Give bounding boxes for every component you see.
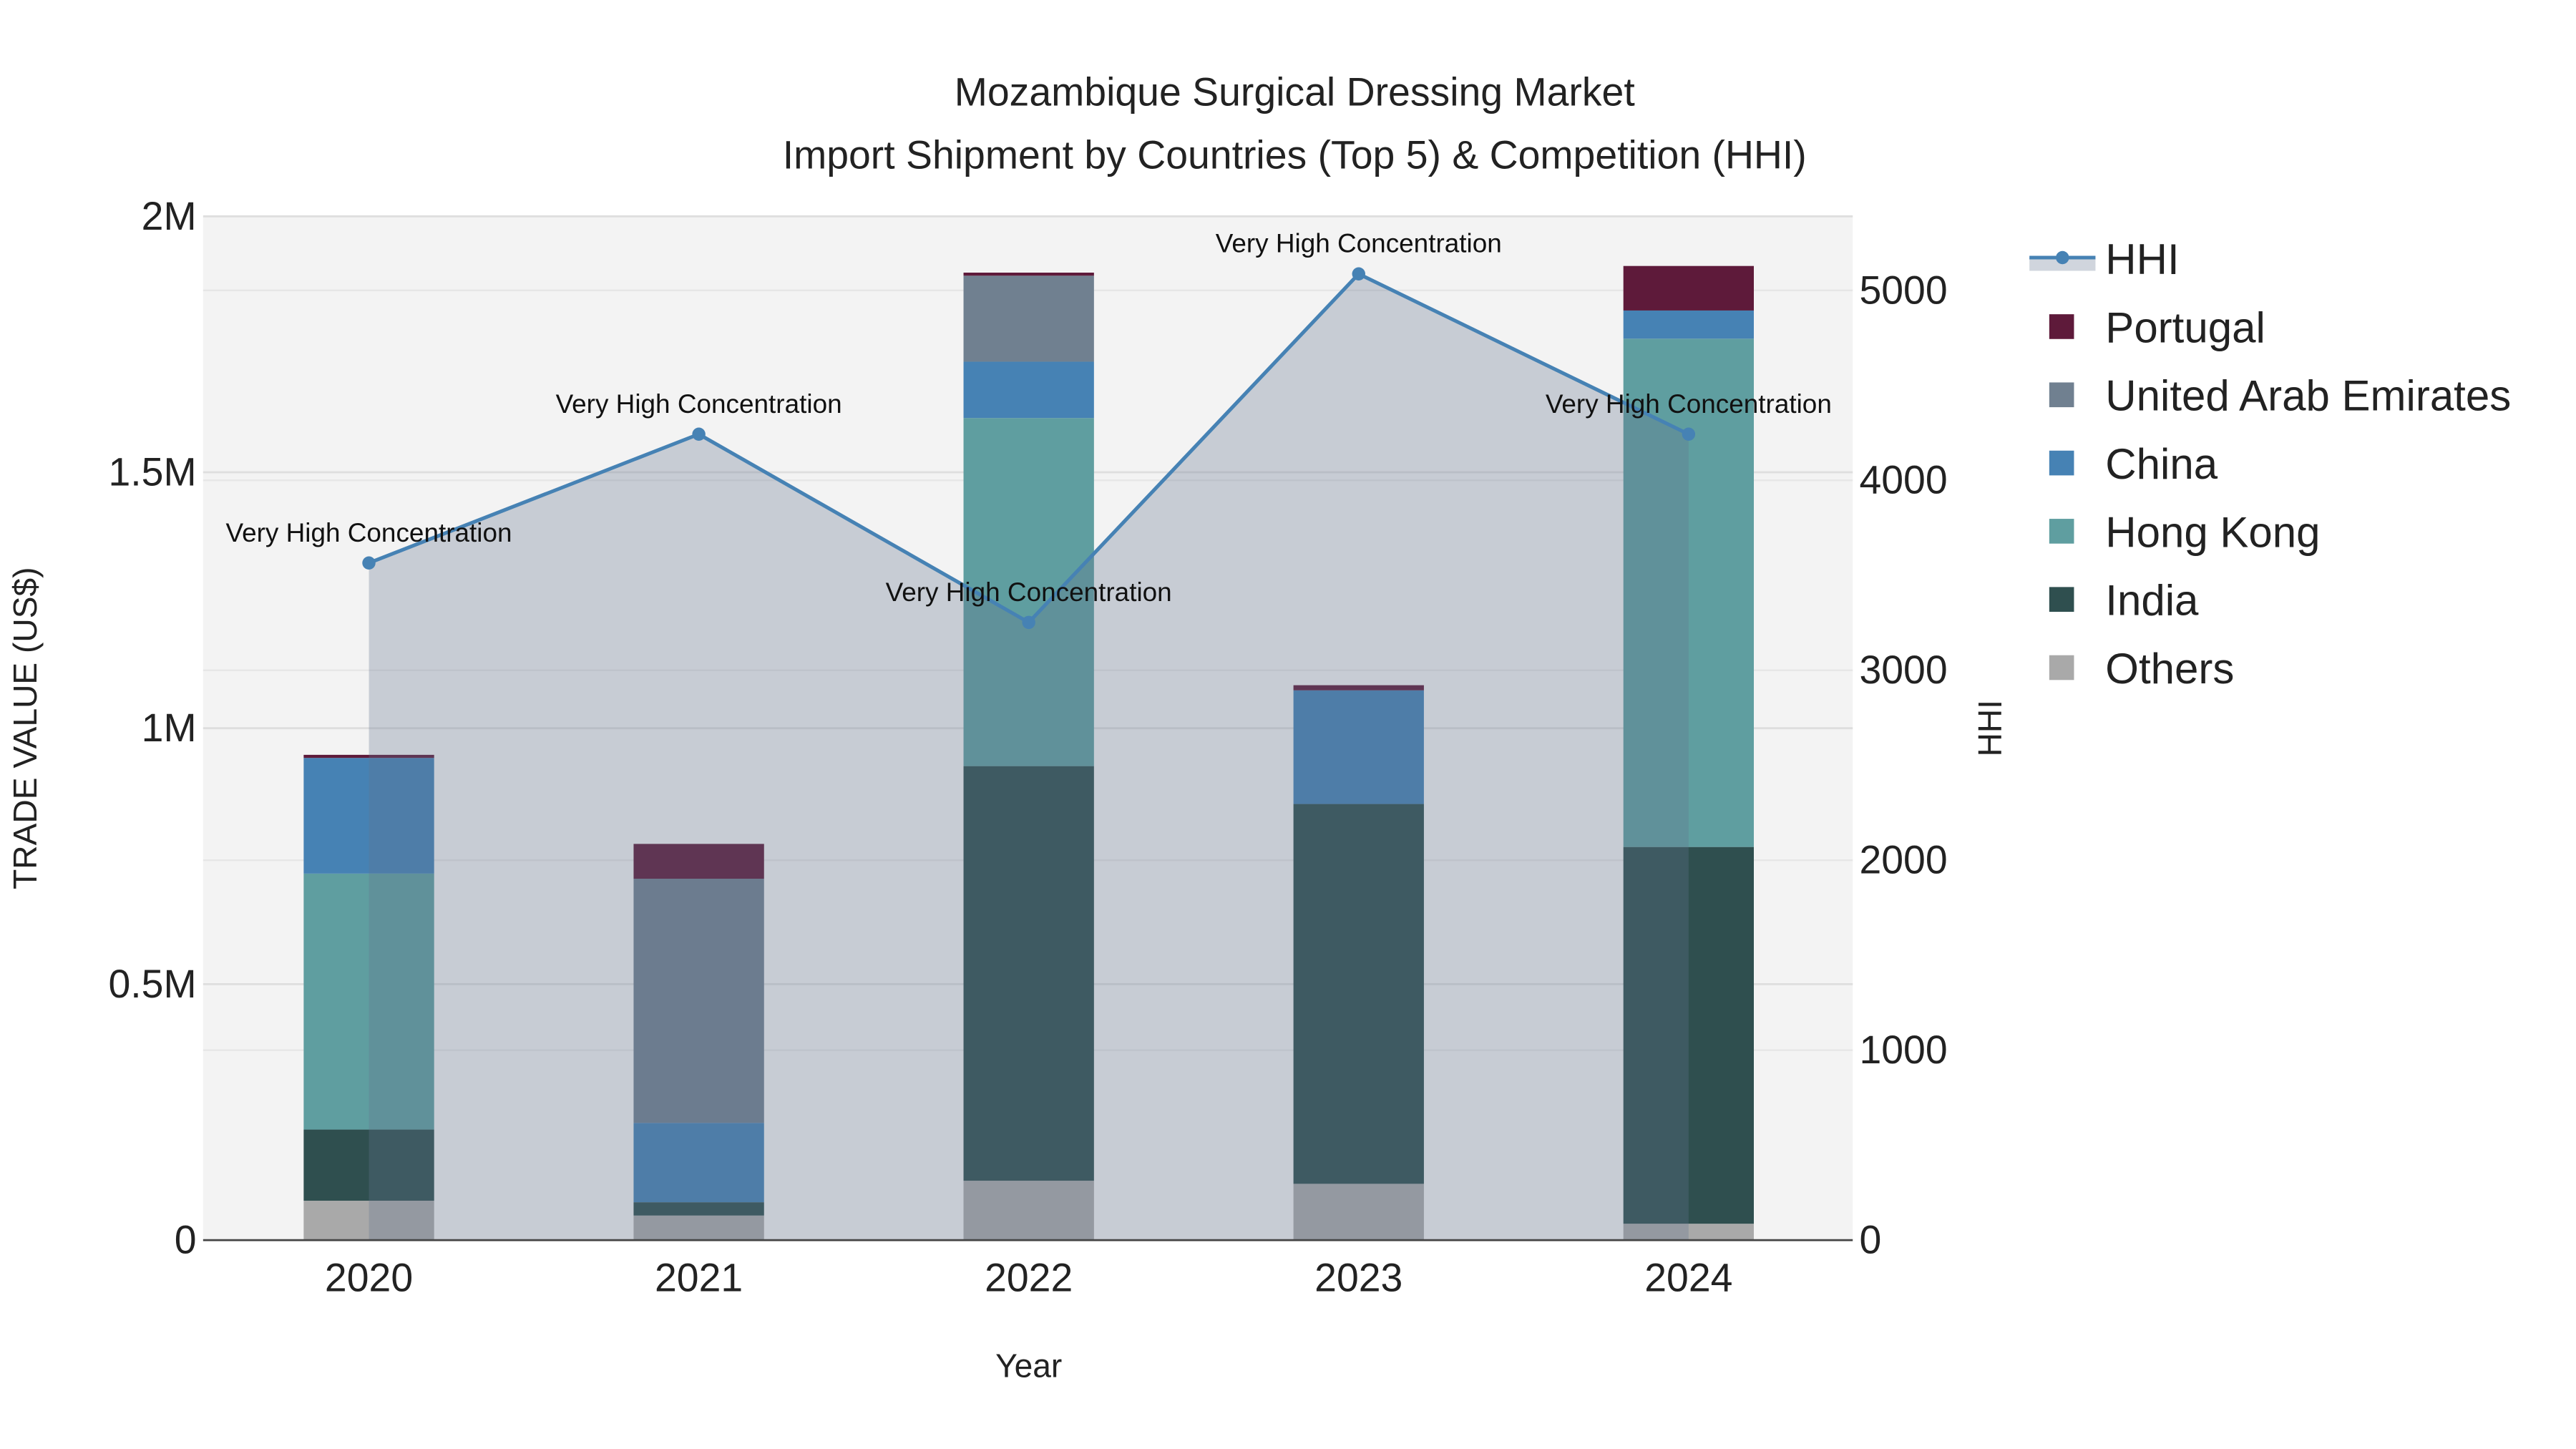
legend-item-portugal: Portugal — [2049, 303, 2265, 351]
bar-others-2022 — [963, 1181, 1094, 1241]
hhi-annotation: Very High Concentration — [886, 577, 1172, 607]
legend-label: Hong Kong — [2105, 508, 2320, 556]
legend-label: HHI — [2105, 235, 2179, 283]
chart-subtitle: Import Shipment by Countries (Top 5) & C… — [783, 132, 1807, 177]
bar-hong-kong-2020 — [303, 873, 434, 1130]
legend-item-united-arab-emirates: United Arab Emirates — [2049, 372, 2511, 420]
bar-others-2023 — [1293, 1184, 1424, 1241]
hhi-annotation: Very High Concentration — [226, 518, 512, 547]
legend-label: China — [2105, 440, 2218, 488]
y2-tick-label: 5000 — [1859, 268, 1947, 312]
bar-others-2020 — [303, 1200, 434, 1241]
legend-hhi-marker — [2056, 250, 2069, 265]
hhi-area — [369, 273, 1689, 1241]
y-tick-label: 2M — [142, 194, 197, 238]
legend-label: India — [2105, 577, 2199, 625]
legend-swatch — [2049, 314, 2074, 339]
legend-item-india: India — [2049, 577, 2199, 625]
y-axis-title: TRADE VALUE (US$) — [6, 567, 44, 889]
bar-india-2024 — [1623, 847, 1754, 1224]
bar-portugal-2020 — [303, 754, 434, 758]
legend-item-china: China — [2049, 440, 2218, 488]
x-tick-label: 2020 — [325, 1256, 413, 1300]
bar-portugal-2023 — [1293, 685, 1424, 691]
legend-item-hong-kong: Hong Kong — [2049, 508, 2321, 556]
hhi-point-2024 — [1682, 427, 1696, 441]
y-tick-label: 1.5M — [109, 449, 197, 494]
bar-hong-kong-2022 — [963, 418, 1094, 766]
y-tick-label: 0.5M — [109, 962, 197, 1006]
hhi-point-2020 — [362, 556, 376, 570]
y2-tick-label: 2000 — [1859, 838, 1947, 882]
hhi-annotation: Very High Concentration — [1216, 229, 1502, 258]
legend: HHI Portugal United Arab Emirates China Hong… — [2029, 235, 2511, 693]
y2-tick-label: 4000 — [1859, 458, 1947, 502]
hhi-series: Very High Concentration Very High Concent… — [226, 229, 1832, 1241]
x-axis-title: Year — [995, 1347, 1062, 1385]
bar-united-arab-emirates-2022 — [963, 275, 1094, 362]
y2-tick-label: 1000 — [1859, 1028, 1947, 1072]
x-tick-label: 2022 — [985, 1256, 1073, 1300]
bar-portugal-2024 — [1623, 265, 1754, 311]
bar-china-2020 — [303, 758, 434, 874]
legend-swatch — [2049, 382, 2074, 408]
hhi-point-2023 — [1352, 267, 1365, 280]
bar-others-2021 — [633, 1215, 764, 1241]
chart-title: Mozambique Surgical Dressing Market — [955, 70, 1635, 114]
x-tick-label: 2024 — [1644, 1256, 1732, 1300]
legend-label: Portugal — [2105, 303, 2265, 351]
x-tick-label: 2023 — [1314, 1256, 1402, 1300]
y2-tick-label: 3000 — [1859, 648, 1947, 692]
y2-axis-title: HHI — [1971, 700, 2009, 756]
bar-portugal-2021 — [633, 844, 764, 879]
legend-label: Others — [2105, 645, 2234, 693]
bar-china-2023 — [1293, 690, 1424, 804]
x-tick-label: 2021 — [655, 1256, 743, 1300]
bar-china-2024 — [1623, 310, 1754, 339]
y-tick-label: 0 — [175, 1218, 197, 1262]
axes: 0 0.5M 1M 1.5M 2M 0 1000 2000 3000 4000 5000 2020 20… — [109, 194, 1948, 1300]
hhi-point-2022 — [1022, 615, 1035, 630]
hhi-annotation: Very High Concentration — [556, 389, 842, 419]
y2-tick-label: 0 — [1859, 1218, 1881, 1262]
bar-hong-kong-2024 — [1623, 338, 1754, 847]
bar-india-2020 — [303, 1129, 434, 1201]
y-tick-label: 1M — [142, 706, 197, 750]
bar-united-arab-emirates-2021 — [633, 879, 764, 1123]
hhi-point-2021 — [692, 427, 706, 441]
legend-item-others: Others — [2049, 645, 2234, 693]
bar-portugal-2022 — [963, 273, 1094, 276]
legend-item-hhi: HHI — [2029, 235, 2180, 283]
hhi-annotation: Very High Concentration — [1546, 389, 1832, 419]
legend-swatch — [2049, 450, 2074, 476]
bar-india-2021 — [633, 1202, 764, 1216]
bar-others-2024 — [1623, 1224, 1754, 1241]
bars — [303, 265, 1754, 1241]
legend-swatch — [2049, 655, 2074, 680]
bar-india-2023 — [1293, 804, 1424, 1184]
legend-label: United Arab Emirates — [2105, 372, 2511, 420]
legend-swatch — [2049, 519, 2074, 544]
bar-india-2022 — [963, 766, 1094, 1181]
bar-china-2021 — [633, 1123, 764, 1203]
bar-china-2022 — [963, 361, 1094, 419]
legend-swatch — [2049, 587, 2074, 612]
